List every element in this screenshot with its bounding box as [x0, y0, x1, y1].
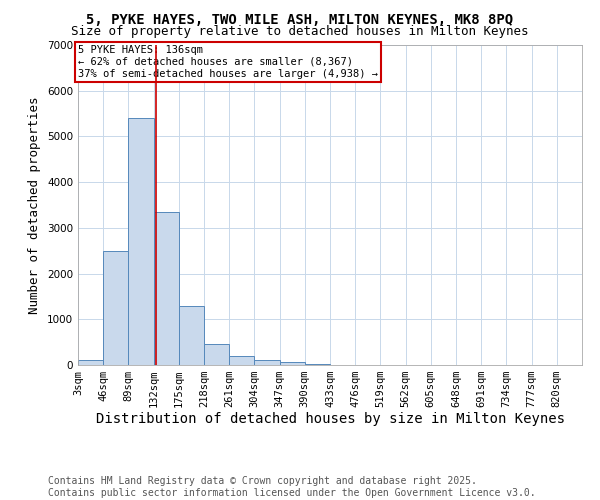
Y-axis label: Number of detached properties: Number of detached properties	[28, 96, 41, 314]
Text: Contains HM Land Registry data © Crown copyright and database right 2025.
Contai: Contains HM Land Registry data © Crown c…	[48, 476, 536, 498]
Bar	[103, 250, 128, 365]
Bar	[204, 344, 229, 365]
Text: 5 PYKE HAYES: 136sqm
← 62% of detached houses are smaller (8,367)
37% of semi-de: 5 PYKE HAYES: 136sqm ← 62% of detached h…	[78, 46, 378, 78]
X-axis label: Distribution of detached houses by size in Milton Keynes: Distribution of detached houses by size …	[95, 412, 565, 426]
Bar	[179, 306, 204, 365]
Bar	[254, 360, 280, 365]
Bar	[128, 118, 154, 365]
Bar	[78, 360, 103, 365]
Bar	[154, 212, 179, 365]
Text: 5, PYKE HAYES, TWO MILE ASH, MILTON KEYNES, MK8 8PQ: 5, PYKE HAYES, TWO MILE ASH, MILTON KEYN…	[86, 12, 514, 26]
Bar	[229, 356, 254, 365]
Bar	[305, 364, 330, 365]
Bar	[280, 362, 305, 365]
Text: Size of property relative to detached houses in Milton Keynes: Size of property relative to detached ho…	[71, 25, 529, 38]
